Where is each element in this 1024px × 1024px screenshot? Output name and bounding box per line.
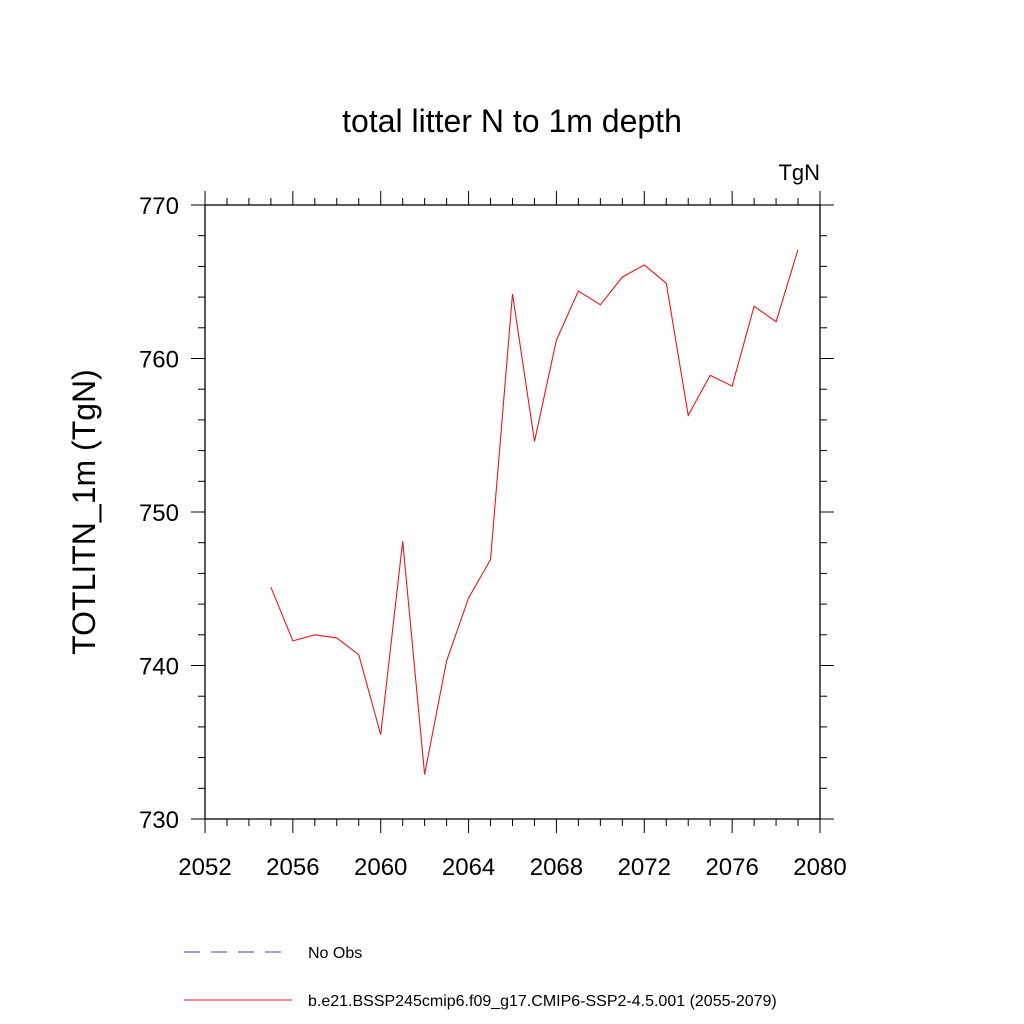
units-label: TgN xyxy=(778,160,820,185)
x-tick-label: 2064 xyxy=(442,854,495,881)
legend-label: b.e21.BSSP245cmip6.f09_g17.CMIP6-SSP2-4.… xyxy=(308,993,777,1010)
y-tick-label: 740 xyxy=(139,654,179,681)
legend-label: No Obs xyxy=(308,945,362,962)
legend: No Obs b.e21.BSSP245cmip6.f09_g17.CMIP6-S… xyxy=(184,945,777,1010)
axis-tick-labels: 2052 2056 2060 2064 2068 2072 2076 2080 730 740 75… xyxy=(139,193,847,881)
x-tick-label: 2072 xyxy=(618,854,671,881)
chart-title: total litter N to 1m depth xyxy=(342,103,682,139)
x-tick-label: 2052 xyxy=(178,854,231,881)
x-tick-label: 2080 xyxy=(793,854,846,881)
x-tick-label: 2068 xyxy=(530,854,583,881)
x-tick-label: 2076 xyxy=(705,854,758,881)
y-axis-label: TOTLITN_1m (TgN) xyxy=(66,369,102,655)
x-tick-label: 2060 xyxy=(354,854,407,881)
y-tick-label: 770 xyxy=(139,193,179,220)
series-line xyxy=(270,249,799,775)
series-layer xyxy=(270,249,799,775)
y-tick-label: 760 xyxy=(139,347,179,374)
y-tick-label: 750 xyxy=(139,500,179,527)
y-tick-label: 730 xyxy=(139,807,179,834)
axis-ticks xyxy=(191,191,834,833)
x-tick-label: 2056 xyxy=(266,854,319,881)
plot-frame xyxy=(204,204,821,820)
